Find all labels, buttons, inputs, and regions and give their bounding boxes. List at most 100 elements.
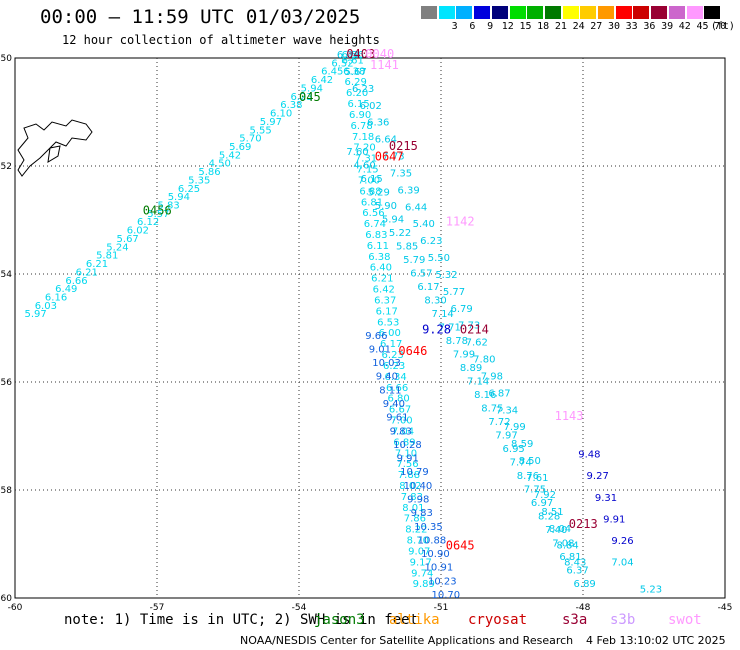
wave-height-value: 8.28 [538, 512, 560, 523]
wave-height-value: 7.08 [552, 539, 574, 550]
wave-height-value: 7.80 [473, 355, 495, 366]
wave-height-value: 5.32 [435, 270, 457, 281]
lon-tick-label: -48 [576, 603, 591, 613]
wave-height-value: 10.79 [400, 467, 429, 478]
map-frame [14, 57, 726, 599]
wave-height-value: 8.51 [541, 507, 563, 518]
wave-height-value: 6.12 [137, 217, 159, 228]
wave-height-value: 7.04 [611, 558, 633, 569]
wave-height-value: 9.91 [397, 454, 419, 465]
pass-time-label: 0040 [365, 47, 394, 61]
wave-height-value: 6.17 [417, 282, 439, 293]
colorbar-label: 24 [572, 21, 585, 32]
colorbar-label: 39 [661, 21, 674, 32]
footer-note: note: 1) Time is in UTC; 2) SWH is in fe… [64, 612, 419, 628]
wave-height-value: 7.97 [495, 431, 517, 442]
wave-height-value: 5.94 [301, 83, 323, 94]
colorbar-label: 15 [519, 21, 532, 32]
wave-height-value: 6.52 [331, 58, 353, 69]
lat-tick-label: -58 [0, 486, 12, 496]
wave-height-value: 7.14 [432, 309, 454, 320]
wave-height-value: 6.88 [359, 186, 381, 197]
wave-height-value: 6.21 [86, 259, 108, 270]
wave-height-value: 4.60 [353, 161, 375, 172]
pass-time-label: 0214 [460, 322, 489, 336]
wave-height-value: 5.50 [428, 253, 450, 264]
wave-height-value: 10.23 [428, 576, 457, 587]
wave-height-value: 5.57 [147, 209, 169, 220]
colorbar-swatch [421, 6, 437, 19]
colorbar-swatch [686, 6, 703, 19]
wave-height-value: 7.15 [356, 165, 378, 176]
lat-tick-label: -54 [0, 270, 12, 280]
falkland-islands-coastline [17, 119, 93, 177]
wave-height-value: 6.67 [389, 405, 411, 416]
colorbar-label: 9 [487, 21, 494, 32]
wave-height-value: 5.81 [96, 251, 118, 262]
lat-tick-label: -52 [0, 162, 12, 172]
wave-height-value: 5.55 [250, 125, 272, 136]
sat-label-s3b: s3b [610, 612, 636, 628]
pass-time-label: 0456 [143, 204, 172, 218]
pass-time-label: 0215 [389, 139, 418, 153]
colorbar-swatch [615, 6, 632, 19]
wave-height-value: 5.29 [368, 188, 390, 199]
wave-height-value: 10.03 [372, 358, 401, 369]
wave-height-value: 5.79 [403, 255, 425, 266]
colorbar-swatch [598, 6, 614, 19]
pass-time-label: 0213 [569, 517, 598, 531]
sat-label-altika: altika [389, 612, 440, 628]
wave-height-value: 6.38 [343, 66, 365, 77]
wave-height-value: 6.64 [375, 135, 397, 146]
wave-height-value: 9.91 [603, 514, 625, 525]
wave-height-value: 6.23 [290, 92, 312, 103]
wave-height-value: 5.67 [344, 67, 366, 78]
wave-height-value: 7.60 [346, 147, 368, 158]
wave-height-value: 5.40 [413, 219, 435, 230]
wave-height-value: 6.83 [365, 230, 387, 241]
wave-height-value: 6.00 [379, 328, 401, 339]
wave-height-value: 6.15 [361, 174, 383, 185]
wave-height-value: 7.83 [401, 492, 423, 503]
wave-height-value: 6.21 [76, 267, 98, 278]
lon-tick-label: -45 [718, 603, 733, 613]
wave-height-value: 6.42 [373, 285, 395, 296]
wave-height-value: 6.25 [178, 184, 200, 195]
wave-height-value: 9.61 [386, 413, 408, 424]
colorbar-unit: (ft) [710, 21, 735, 32]
wave-height-value: 9.40 [383, 399, 405, 410]
wave-height-value: 7.72 [488, 417, 510, 428]
wave-height-value: 6.38 [368, 252, 390, 263]
lat-tick-label: -50 [0, 54, 12, 64]
wave-height-value: 7.99 [503, 422, 525, 433]
wave-height-value: 6.56 [362, 208, 384, 219]
credit-line: NOAA/NESDIS Center for Satellite Applica… [240, 634, 574, 647]
wave-height-value: 6.78 [350, 121, 372, 132]
colorbar-swatch [633, 6, 650, 19]
wave-height-value: 9.01 [369, 344, 391, 355]
wave-height-value: 5.22 [389, 228, 411, 239]
colorbar-label: 45 [696, 21, 709, 32]
pass-time-label: 1141 [370, 58, 399, 72]
wave-height-value: 9.89 [413, 579, 435, 590]
wave-height-value: 5.35 [188, 175, 210, 186]
wave-height-value: 10.35 [414, 522, 443, 533]
wave-height-value: 10.70 [432, 590, 461, 601]
wave-height-value: 6.44 [405, 202, 427, 213]
wave-height-value: 6.16 [45, 292, 67, 303]
colorbar-label: 42 [678, 21, 691, 32]
wave-height-value: 5.83 [157, 201, 179, 212]
wave-height-value: 7.10 [395, 448, 417, 459]
wave-height-value: 7.73 [382, 152, 404, 163]
wave-height-value: 8.43 [564, 558, 586, 569]
wave-height-value: 6.38 [280, 100, 302, 111]
wave-height-value: 9.27 [587, 471, 609, 482]
wave-height-value: 6.74 [364, 219, 386, 230]
pass-time-label: 0645 [446, 538, 475, 552]
wave-height-value: 6.53 [377, 317, 399, 328]
wave-height-value: 6.95 [503, 444, 525, 455]
wave-height-value: 6.97 [531, 498, 553, 509]
sat-label-cryosat: cryosat [468, 612, 528, 628]
colorbar-swatch [544, 6, 561, 19]
colorbar-swatch [562, 6, 579, 19]
